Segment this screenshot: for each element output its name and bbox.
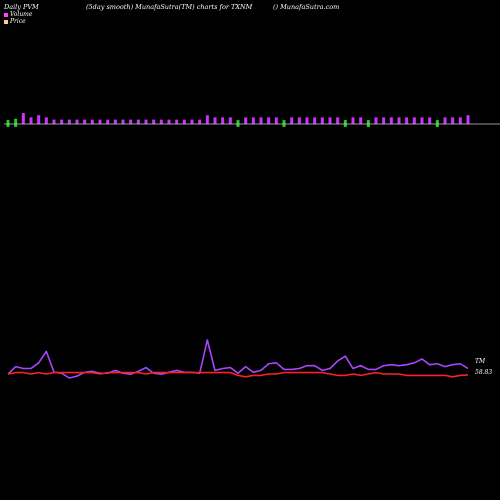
volume-bar: [159, 119, 163, 124]
legend-price-label: Price: [10, 18, 26, 25]
volume-bar: [52, 119, 56, 124]
volume-bar: [336, 117, 340, 124]
volume-bar: [106, 119, 110, 124]
volume-bar: [282, 120, 286, 127]
series-line-price: [7, 371, 469, 378]
volume-bar: [83, 119, 87, 124]
chart-source: () MunafaSutra.com: [273, 3, 340, 11]
volume-bar: [152, 119, 156, 124]
last-price-label: 58.83: [475, 369, 493, 376]
volume-bar: [290, 117, 294, 124]
volume-bar: [267, 117, 271, 124]
volume-bar: [313, 117, 317, 124]
line-series: [7, 339, 469, 379]
volume-bar: [428, 117, 432, 124]
volume-bars: [6, 113, 470, 127]
volume-bar: [21, 113, 25, 124]
volume-bar: [435, 120, 439, 127]
volume-bar: [374, 117, 378, 124]
volume-bar: [305, 117, 309, 124]
volume-bar: [366, 120, 370, 127]
volume-bar: [221, 117, 225, 124]
volume-bar: [343, 120, 347, 127]
legend-price: Price: [4, 18, 26, 25]
volume-bar: [190, 119, 194, 124]
volume-bar: [405, 117, 409, 124]
volume-bar: [182, 119, 186, 124]
volume-bar: [466, 115, 470, 124]
volume-bar: [213, 117, 217, 124]
volume-bar: [359, 117, 363, 124]
volume-bar: [297, 117, 301, 124]
volume-bar: [98, 119, 102, 124]
volume-bar: [44, 117, 48, 124]
volume-bar: [129, 119, 133, 124]
volume-bar: [251, 117, 255, 124]
volume-bar: [6, 120, 10, 127]
volume-bar: [412, 117, 416, 124]
volume-bar: [320, 117, 324, 124]
volume-bar: [236, 120, 240, 127]
volume-bar: [458, 117, 462, 124]
indicator-label: TM: [475, 358, 486, 365]
volume-bar: [205, 115, 209, 124]
volume-bar: [37, 115, 41, 124]
chart-title: (5day smooth) MunafaSutra(TM) charts for…: [86, 3, 253, 11]
volume-bar: [67, 119, 71, 124]
volume-bar: [121, 119, 125, 124]
volume-bar: [175, 119, 179, 124]
volume-bar: [60, 119, 64, 124]
volume-bar: [198, 119, 202, 124]
legend-volume: Volume: [4, 11, 32, 18]
chart-title-left: Daily PVM: [4, 3, 39, 11]
volume-bar: [113, 119, 117, 124]
volume-bar: [167, 119, 171, 124]
volume-bar: [29, 117, 33, 124]
volume-bar: [274, 117, 278, 124]
volume-bar: [144, 119, 148, 124]
volume-bar: [382, 117, 386, 124]
volume-bar: [389, 117, 393, 124]
legend-price-swatch: [4, 19, 8, 24]
volume-bar: [14, 118, 18, 127]
volume-bar: [351, 117, 355, 124]
volume-bar: [90, 119, 94, 124]
volume-bar: [443, 117, 447, 124]
volume-bar: [328, 117, 332, 124]
volume-bar: [75, 119, 79, 124]
volume-bar: [228, 117, 232, 124]
volume-bar: [420, 117, 424, 124]
legend-volume-swatch: [4, 12, 8, 17]
volume-bar: [451, 117, 455, 124]
volume-bar: [259, 117, 263, 124]
volume-bar: [397, 117, 401, 124]
legend-volume-label: Volume: [10, 11, 33, 18]
volume-bar: [244, 117, 248, 124]
volume-bar: [136, 119, 140, 124]
